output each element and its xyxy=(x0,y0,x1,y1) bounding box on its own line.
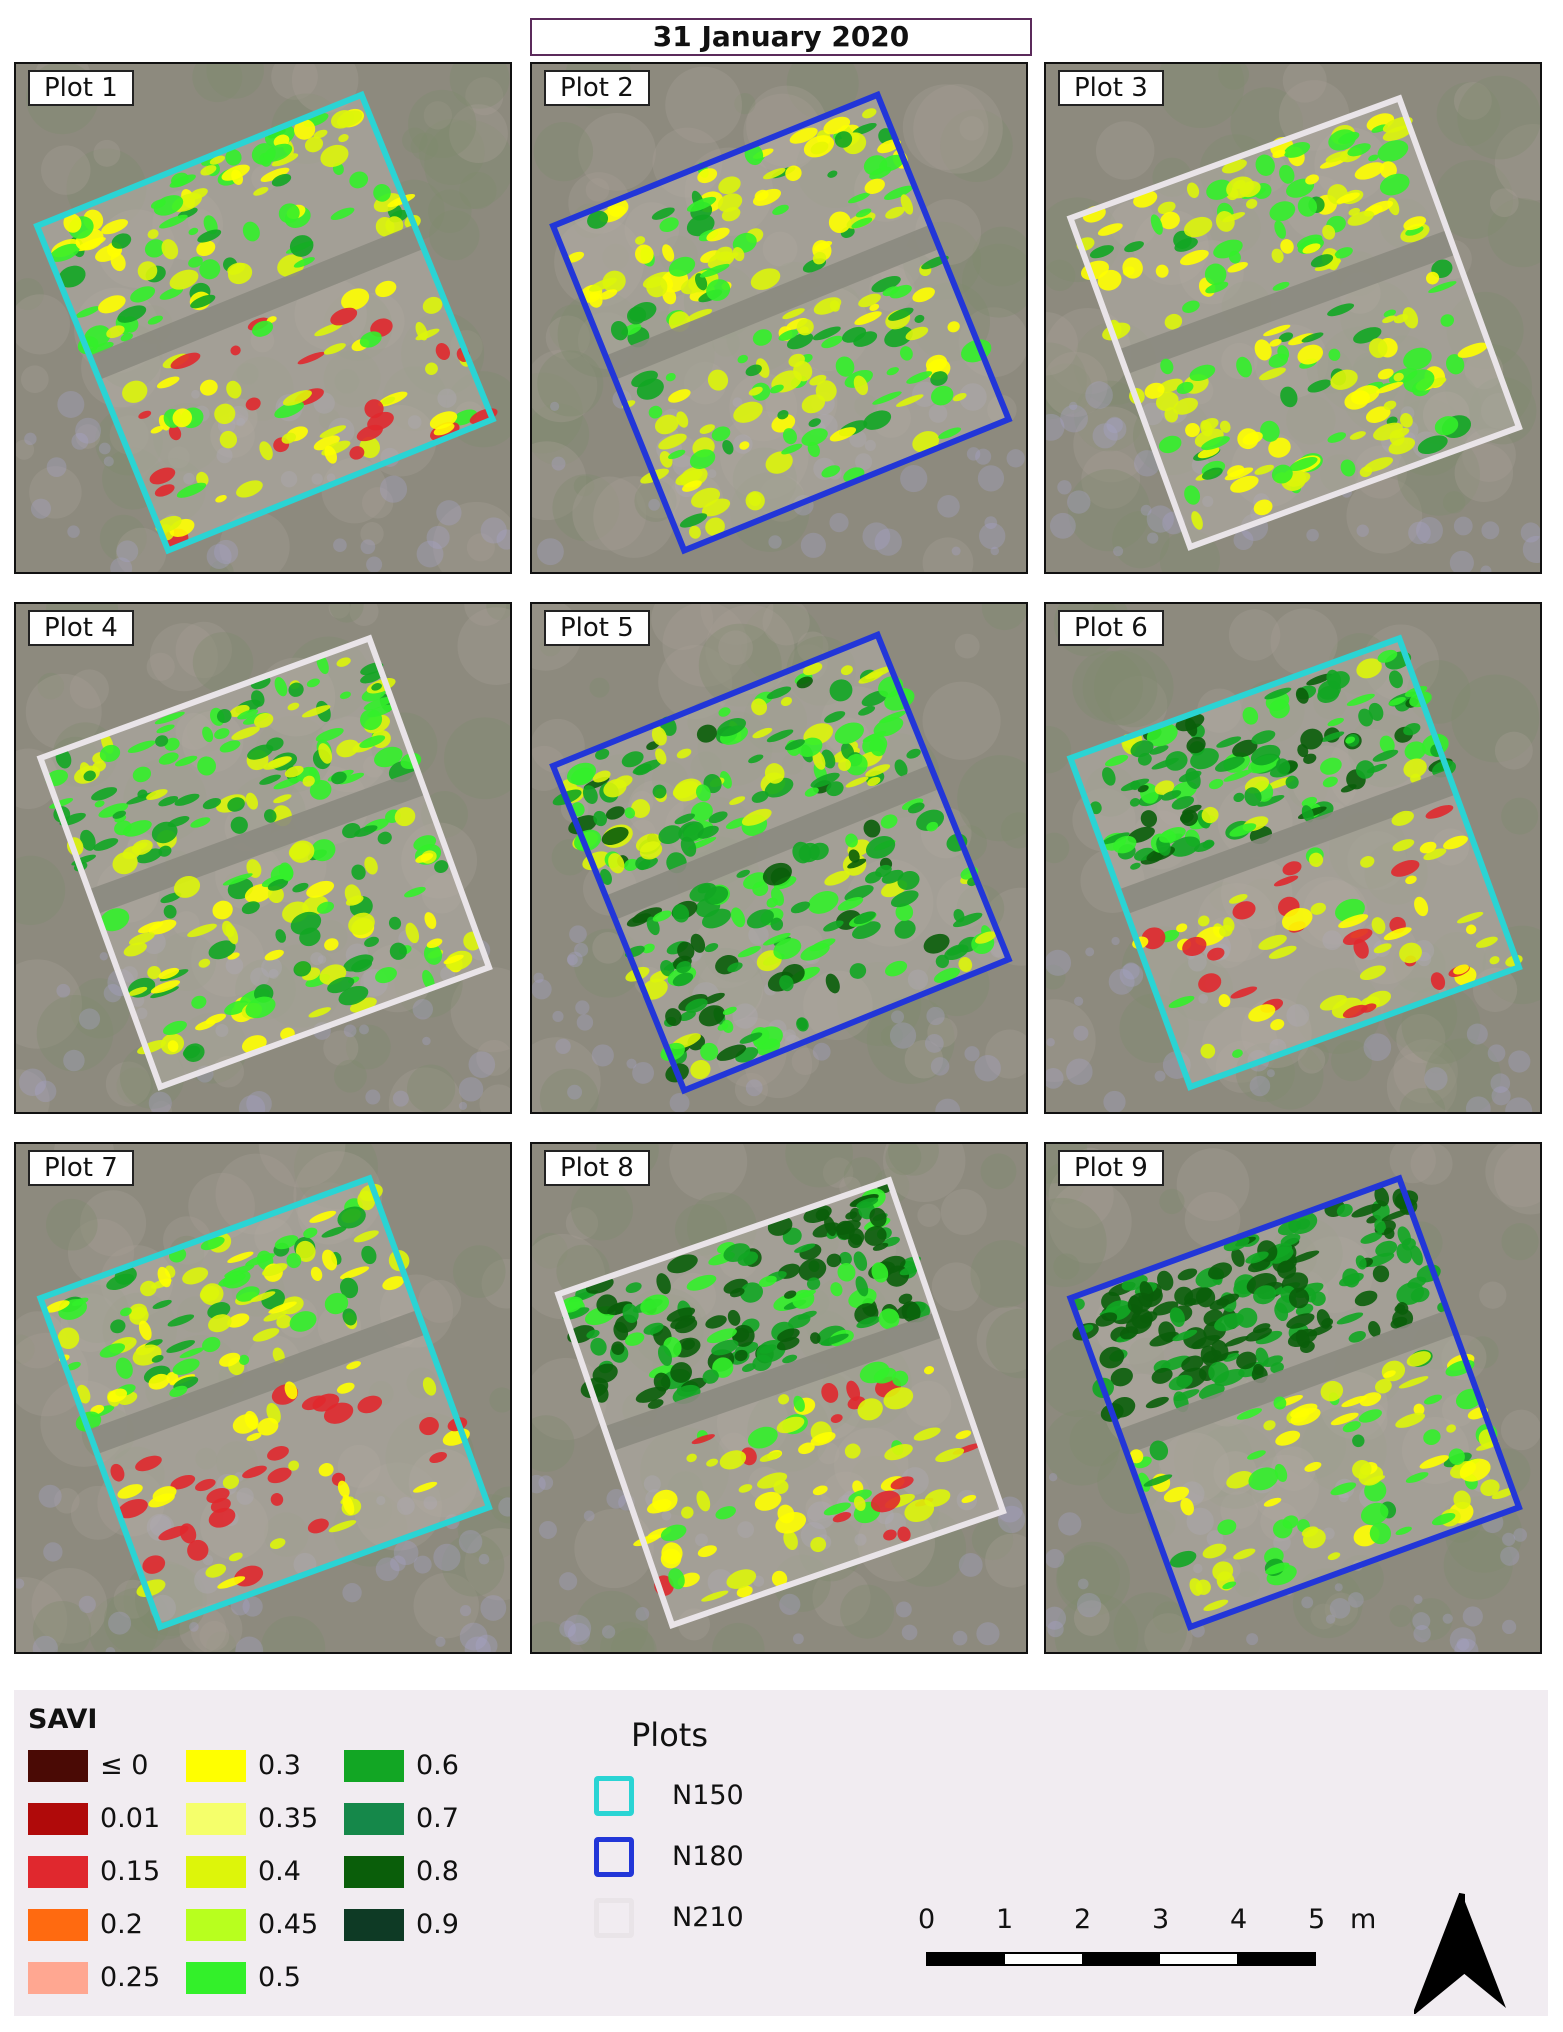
scale-bar-segment xyxy=(1082,1954,1160,1964)
savi-class-label: ≤ 0 xyxy=(100,1750,149,1781)
plot-panel-6: Plot 6 xyxy=(1044,602,1542,1114)
savi-swatch xyxy=(28,1909,88,1941)
savi-class-label: 0.2 xyxy=(100,1909,143,1940)
legend: SAVI ≤ 0 0.01 0.15 0.2 0.25 0.3 0.35 0.4 0.45 0.5… xyxy=(14,1690,1548,2016)
savi-legend-title: SAVI xyxy=(28,1704,98,1735)
plot-treatment-swatch xyxy=(594,1837,634,1877)
savi-swatch xyxy=(186,1856,246,1888)
savi-swatch xyxy=(344,1909,404,1941)
plot-treatment-label: N210 xyxy=(672,1902,744,1933)
savi-class-label: 0.25 xyxy=(100,1962,161,1993)
savi-class-label: 0.4 xyxy=(258,1856,301,1887)
plot-label: Plot 3 xyxy=(1058,70,1164,106)
scale-bar-segment xyxy=(1159,1954,1237,1964)
plot-label: Plot 9 xyxy=(1058,1150,1164,1186)
scale-tick-label: 3 xyxy=(1152,1904,1170,1935)
savi-swatch xyxy=(344,1803,404,1835)
scale-tick-label: 2 xyxy=(1074,1904,1092,1935)
plot-panel-2: Plot 2 xyxy=(530,62,1028,574)
plot-label: Plot 4 xyxy=(28,610,134,646)
savi-class-label: 0.6 xyxy=(416,1750,459,1781)
savi-class-label: 0.8 xyxy=(416,1856,459,1887)
plot-label: Plot 1 xyxy=(28,70,134,106)
plot-panel-8: Plot 8 xyxy=(530,1142,1028,1654)
savi-swatch xyxy=(186,1962,246,1994)
plot-panel-1: Plot 1 xyxy=(14,62,512,574)
map-title: 31 January 2020 xyxy=(530,18,1032,56)
plot-panel-9: Plot 9 xyxy=(1044,1142,1542,1654)
north-arrow-icon xyxy=(1414,1892,1506,2014)
savi-swatch xyxy=(28,1856,88,1888)
scale-tick-label: 4 xyxy=(1230,1904,1248,1935)
savi-swatch xyxy=(28,1962,88,1994)
savi-class-label: 0.9 xyxy=(416,1909,459,1940)
savi-swatch xyxy=(28,1803,88,1835)
plot-treatment-swatch xyxy=(594,1776,634,1816)
scale-tick-label: 1 xyxy=(996,1904,1014,1935)
scale-unit-label: m xyxy=(1350,1904,1377,1935)
plot-label: Plot 7 xyxy=(28,1150,134,1186)
savi-class-label: 0.7 xyxy=(416,1803,459,1834)
savi-swatch xyxy=(28,1750,88,1782)
plot-treatment-label: N150 xyxy=(672,1780,744,1811)
savi-class-label: 0.3 xyxy=(258,1750,301,1781)
plot-panel-5: Plot 5 xyxy=(530,602,1028,1114)
plots-legend-title: Plots xyxy=(631,1716,708,1754)
scale-bar-segment xyxy=(928,1954,1006,1964)
plot-label: Plot 8 xyxy=(544,1150,650,1186)
plot-label: Plot 6 xyxy=(1058,610,1164,646)
savi-class-label: 0.45 xyxy=(258,1909,319,1940)
savi-swatch xyxy=(344,1750,404,1782)
plot-panel-7: Plot 7 xyxy=(14,1142,512,1654)
plot-label: Plot 2 xyxy=(544,70,650,106)
plot-treatment-label: N180 xyxy=(672,1841,744,1872)
scale-tick-label: 5 xyxy=(1308,1904,1326,1935)
plot-panel-4: Plot 4 xyxy=(14,602,512,1114)
savi-class-label: 0.35 xyxy=(258,1803,319,1834)
scale-bar-segment xyxy=(1236,1954,1314,1964)
scale-tick-label: 0 xyxy=(918,1904,936,1935)
scale-bar xyxy=(926,1952,1316,1966)
savi-class-label: 0.5 xyxy=(258,1962,301,1993)
savi-swatch xyxy=(186,1750,246,1782)
plot-label: Plot 5 xyxy=(544,610,650,646)
savi-class-label: 0.01 xyxy=(100,1803,161,1834)
savi-swatch xyxy=(186,1909,246,1941)
scale-bar-segment xyxy=(1005,1954,1083,1964)
savi-swatch xyxy=(344,1856,404,1888)
savi-swatch xyxy=(186,1803,246,1835)
savi-class-label: 0.15 xyxy=(100,1856,161,1887)
plot-treatment-swatch xyxy=(594,1898,634,1938)
plot-panel-3: Plot 3 xyxy=(1044,62,1542,574)
